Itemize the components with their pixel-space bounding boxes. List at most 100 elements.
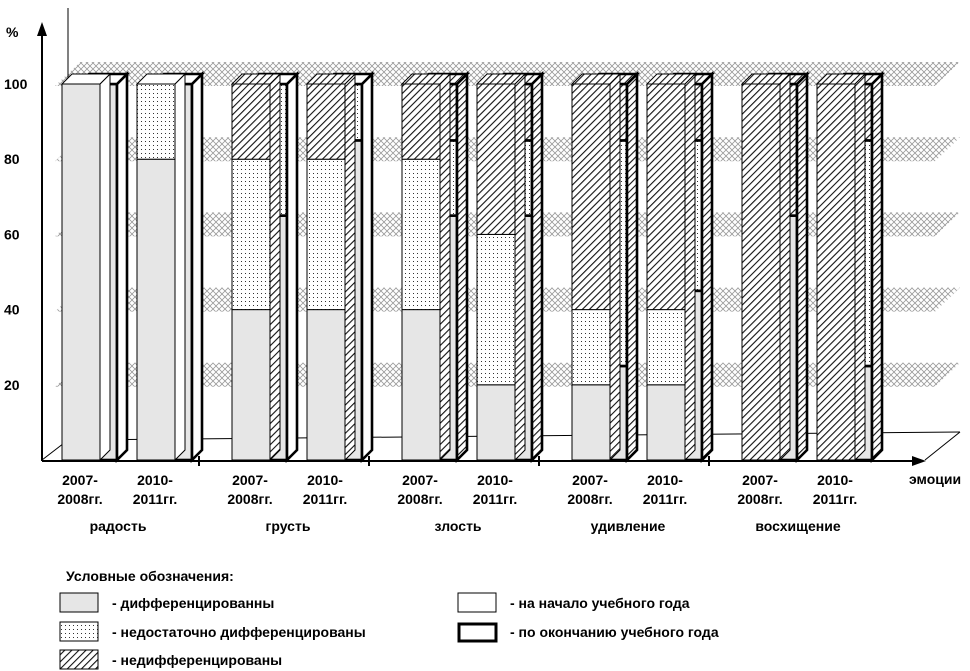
bar-start-g1-p0-seg-1	[231, 158, 271, 311]
bar-start-g2-p1-seg-0	[476, 384, 516, 461]
bar-end-g0-p1-side	[190, 70, 204, 464]
period-label-g3-p0-l1: 2008гг.	[567, 491, 612, 507]
bar-start-g2-p0-seg-2	[401, 83, 441, 160]
period-label-g4-p1-l1: 2011гг.	[813, 491, 858, 507]
group-label-2: злость	[434, 518, 481, 534]
legend-label-undiff: - недостаточно дифференцированы	[112, 624, 366, 640]
period-label-g0-p1-l1: 2011гг.	[133, 491, 178, 507]
bar-start-g0-p1	[135, 72, 187, 462]
period-label-g2-p1-l1: 2011гг.	[473, 491, 518, 507]
bar-start-g2-p1-seg-2	[476, 83, 516, 235]
bar-start-g1-p0	[230, 72, 282, 462]
y-tick-label-20: 20	[4, 377, 20, 393]
bar-start-g4-p1-side	[854, 72, 866, 462]
bar-start-g3-p0	[570, 72, 622, 462]
y-axis-label: %	[6, 24, 19, 40]
y-tick-label-60: 60	[4, 226, 20, 242]
period-label-g2-p0-l1: 2008гг.	[397, 491, 442, 507]
bar-end-g1-p0-side	[285, 70, 299, 464]
bar-start-g2-p1-side	[514, 72, 526, 462]
x-axis-label: эмоции	[909, 471, 961, 487]
bar-start-g2-p0-seg-0	[401, 309, 441, 461]
bar-start-g3-p1	[645, 72, 697, 462]
bar-start-g0-p0-seg-0	[61, 83, 101, 461]
bar-start-g1-p1-top	[305, 73, 357, 85]
axis-front: % эмоции	[6, 22, 961, 487]
bar-start-g3-p0-seg-0	[571, 384, 611, 461]
period-label-g3-p1-l0: 2010-	[647, 472, 683, 488]
legend-title: Условные обозначения:	[66, 568, 234, 584]
bar-start-g2-p0-side	[439, 72, 451, 462]
legend-swatch-undiff	[59, 621, 99, 642]
bar-start-g1-p1-seg-2	[306, 83, 346, 160]
bar-end-g0-p0-side	[115, 70, 129, 464]
bar-end-g3-p1-side	[700, 70, 714, 464]
bar-start-g0-p1-seg-0	[136, 158, 176, 461]
period-label-g1-p1-l1: 2011гг.	[303, 491, 348, 507]
group-label-1: грусть	[266, 518, 311, 534]
bar-start-g1-p0-side	[269, 72, 281, 462]
legend-label-end: - по окончанию учебного года	[510, 624, 719, 640]
floor-right-edge	[924, 431, 961, 461]
period-label-g2-p1-l0: 2010-	[477, 472, 513, 488]
y-tick-label-80: 80	[4, 151, 20, 167]
legend: Условные обозначения: - дифференцированн…	[59, 568, 719, 670]
x-axis-arrow	[912, 456, 926, 466]
legend-swatch-start	[457, 592, 497, 613]
bar-start-g4-p1-seg-2	[816, 83, 856, 461]
bar-start-g4-p1-top	[815, 73, 867, 85]
bar-start-g0-p1-seg-1	[136, 83, 176, 160]
bar-start-g0-p0	[60, 72, 112, 462]
bar-start-g4-p0-seg-2	[741, 83, 781, 461]
period-label-g0-p0-l1: 2008гг.	[57, 491, 102, 507]
bar-end-g4-p1-side	[870, 70, 884, 464]
y-tick-label-40: 40	[4, 302, 20, 318]
period-label-g1-p1-l0: 2010-	[307, 472, 343, 488]
bar-start-g2-p1-seg-1	[476, 233, 516, 386]
period-label-g3-p1-l1: 2011гг.	[643, 491, 688, 507]
period-label-g0-p0-l0: 2007-	[62, 472, 98, 488]
period-label-g4-p0-l1: 2008гг.	[737, 491, 782, 507]
bar-end-g3-p0-side	[625, 70, 639, 464]
bar-start-g1-p1-seg-1	[306, 158, 346, 311]
bar-start-g0-p0-side	[99, 72, 111, 462]
bar-start-g4-p0	[740, 72, 792, 462]
bar-start-g3-p0-side	[609, 72, 621, 462]
bar-start-g4-p1	[815, 72, 867, 462]
period-label-g1-p0-l0: 2007-	[232, 472, 268, 488]
bar-start-g3-p0-seg-1	[571, 309, 611, 386]
bar-start-g0-p0-top	[60, 73, 112, 85]
bar-start-g2-p0-top	[400, 73, 452, 85]
bar-start-g0-p1-top	[135, 73, 187, 85]
bar-start-g1-p1-seg-0	[306, 309, 346, 461]
legend-label-start: - на начало учебного года	[510, 595, 690, 611]
period-label-g2-p0-l0: 2007-	[402, 472, 438, 488]
labels: 20 40 60 80 100 2007- 2008гг. 2010- 2011гг. радос…	[4, 76, 857, 534]
bar-end-g4-p0-side	[795, 70, 809, 464]
y-axis-arrow	[37, 22, 47, 36]
period-label-g4-p1-l0: 2010-	[817, 472, 853, 488]
bar-start-g1-p1-side	[344, 72, 356, 462]
bar-start-g3-p0-seg-2	[571, 83, 611, 311]
group-label-0: радость	[90, 518, 147, 534]
bar-start-g4-p0-top	[740, 73, 792, 85]
period-label-g3-p0-l0: 2007-	[572, 472, 608, 488]
bar-start-g2-p0-seg-1	[401, 158, 441, 311]
bar-start-g0-p1-side	[174, 72, 186, 462]
legend-swatch-end	[457, 622, 498, 643]
legend-label-diff: - дифференцированны	[112, 595, 274, 611]
bars	[60, 70, 886, 464]
bar-start-g1-p0-seg-0	[231, 309, 271, 461]
bar-end-g2-p1-side	[530, 70, 544, 464]
bar-start-g3-p1-seg-1	[646, 309, 686, 386]
bar-end-g2-p0-side	[455, 70, 469, 464]
bar-start-g1-p1	[305, 72, 357, 462]
bar-start-g1-p0-seg-2	[231, 83, 271, 160]
period-label-g1-p0-l1: 2008гг.	[227, 491, 272, 507]
bar-start-g4-p0-side	[779, 72, 791, 462]
bar-start-g3-p1-seg-0	[646, 384, 686, 461]
bar-start-g2-p1	[475, 72, 527, 462]
legend-label-nondiff: - недифференцированы	[112, 652, 282, 668]
bar-start-g3-p1-side	[684, 72, 696, 462]
